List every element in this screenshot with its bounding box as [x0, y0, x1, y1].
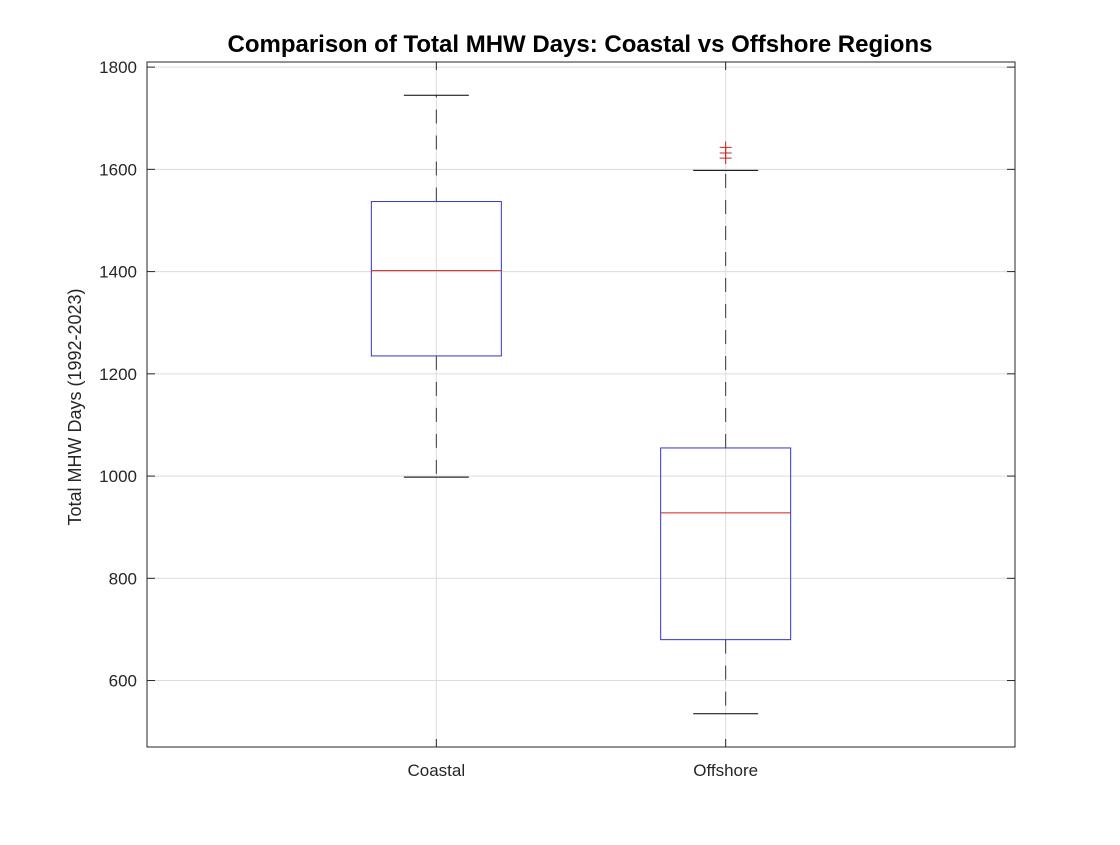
- y-tick-label: 1200: [99, 365, 137, 384]
- x-tick-label: Offshore: [693, 761, 758, 780]
- y-tick-label: 1600: [99, 160, 137, 179]
- plot-frame: [146, 61, 1016, 748]
- box-offshore: [660, 141, 792, 715]
- y-tick-label: 800: [109, 569, 137, 588]
- boxes-layer: [370, 94, 792, 715]
- axes-layer: 600 800 1000 1200 1400 1600 1800 Coastal Offshor…: [99, 58, 1016, 780]
- y-tick-label: 1400: [99, 263, 137, 282]
- chart-title: Comparison of Total MHW Days: Coastal vs…: [228, 31, 933, 58]
- y-tick-label: 1000: [99, 467, 137, 486]
- x-tick-label: Coastal: [408, 761, 466, 780]
- y-tick-label: 1800: [99, 58, 137, 77]
- iqr-box: [370, 201, 502, 357]
- outlier-marker: [719, 141, 732, 154]
- iqr-box: [660, 447, 792, 641]
- grid-layer: [147, 62, 1015, 747]
- box-coastal: [370, 94, 502, 478]
- y-axis-label: Total MHW Days (1992-2023): [65, 288, 85, 525]
- y-tick-label: 600: [109, 672, 137, 691]
